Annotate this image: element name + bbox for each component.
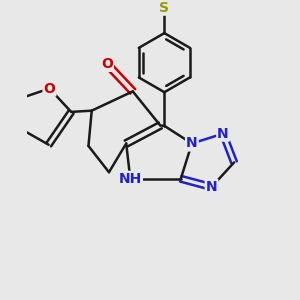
Text: NH: NH [119, 172, 142, 186]
Text: N: N [206, 180, 218, 194]
Text: S: S [159, 1, 170, 15]
Text: O: O [44, 82, 56, 95]
Text: N: N [217, 127, 229, 141]
Text: O: O [101, 57, 113, 71]
Text: N: N [186, 136, 198, 151]
